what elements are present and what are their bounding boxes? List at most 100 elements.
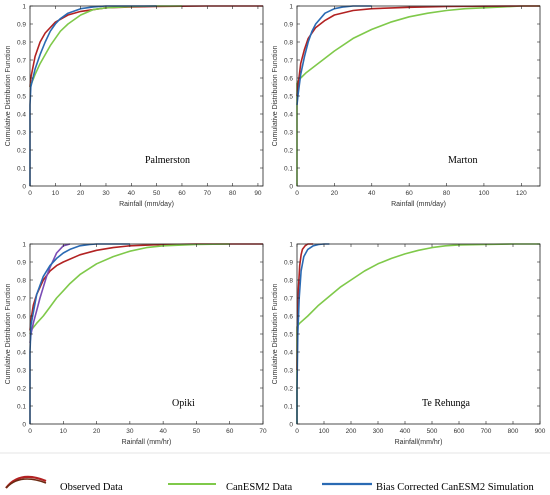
panel-te-rehunga: 0 100 200 300 400 500 600 700 800 900 0 0.1 0.2 0.3 0…: [272, 241, 546, 446]
legend-label-observed: Observed Data: [60, 482, 123, 493]
y-tick-label: 0.3: [17, 367, 26, 374]
y-tick-label: 0.6: [17, 313, 26, 320]
series-line-observed: [29, 243, 263, 331]
x-tick-label: 0: [295, 190, 299, 197]
y-tick-label: 0.2: [284, 147, 293, 154]
x-tick-label: 120: [516, 190, 527, 197]
x-tick-label: 200: [346, 428, 357, 435]
y-tick-label: 0.6: [284, 313, 293, 320]
x-tick-label: 40: [128, 190, 136, 197]
y-tick-label: 0.1: [17, 165, 26, 172]
y-tick-label: 0: [289, 421, 293, 428]
y-tick-label: 1: [22, 3, 26, 10]
x-tick-label: 20: [77, 190, 85, 197]
series-line-bias_corrected: [296, 5, 372, 106]
x-tick-label: 40: [160, 428, 168, 435]
y-tick-label: 0.6: [17, 75, 26, 82]
site-label: Opiki: [172, 398, 195, 409]
y-tick-label: 0.1: [284, 165, 293, 172]
x-tick-label: 400: [400, 428, 411, 435]
y-axis-label: Cumulative Distribution Function: [272, 46, 279, 147]
legend: Observed Data CanESM2 Data Bias Correcte…: [0, 452, 550, 493]
x-tick-label: 100: [478, 190, 489, 197]
panel-opiki: 0 10 20 30 40 50 60 70 0 0.1 0.2 0.3 0.4 0.5 0.6 0.7 0.…: [5, 241, 267, 446]
y-tick-label: 0.5: [17, 93, 26, 100]
y-tick-label: 0.9: [17, 21, 26, 28]
x-axis-label: Rainfall (mm/day): [119, 201, 174, 208]
y-axis-label: Cumulative Distribution Function: [272, 284, 279, 385]
x-tick-label: 100: [319, 428, 330, 435]
y-tick-label: 0.7: [17, 57, 26, 64]
y-tick-label: 0.1: [17, 403, 26, 410]
y-tick-label: 0.5: [284, 93, 293, 100]
legend-label-canesm2: CanESM2 Data: [226, 482, 293, 493]
y-tick-label: 0.1: [284, 403, 293, 410]
x-tick-label: 800: [508, 428, 519, 435]
legend-swatch-observed-dark: [5, 478, 47, 489]
y-tick-label: 0.2: [17, 385, 26, 392]
series-line-bias_corrected: [29, 243, 130, 424]
x-axis-label: Rainfall (mm/day): [391, 201, 446, 208]
y-tick-label: 0.3: [17, 129, 26, 136]
y-tick-label: 0.8: [284, 277, 293, 284]
x-axis-label: Rainfall (mm/hr): [122, 439, 172, 446]
y-tick-label: 0.5: [284, 331, 293, 338]
y-tick-label: 0.3: [284, 367, 293, 374]
x-tick-label: 60: [178, 190, 186, 197]
x-tick-label: 600: [454, 428, 465, 435]
y-tick-label: 0.4: [284, 111, 293, 118]
y-tick-label: 0.8: [284, 39, 293, 46]
x-tick-label: 90: [254, 190, 262, 197]
panel-palmerston: 0 10 20 30 40 50 60 70 80 90 0 0.1 0.2 0.3 0.4 0.5 0.6 0…: [5, 3, 264, 208]
x-tick-label: 60: [226, 428, 234, 435]
y-tick-label: 0: [289, 183, 293, 190]
y-tick-label: 0.3: [284, 129, 293, 136]
series-line-observed: [29, 5, 263, 88]
series-line-canesm2: [29, 5, 182, 88]
legend-item-bias-corrected: Bias Corrected CanESM2 Simulation: [322, 482, 535, 493]
y-tick-label: 1: [22, 241, 26, 248]
x-tick-label: 70: [259, 428, 267, 435]
legend-label-bias-corrected: Bias Corrected CanESM2 Simulation: [376, 482, 535, 493]
y-tick-label: 0: [22, 183, 26, 190]
series-line-observed: [296, 243, 314, 371]
y-axis-label: Cumulative Distribution Function: [5, 284, 12, 385]
x-tick-label: 10: [60, 428, 68, 435]
series-line-canesm2: [296, 243, 540, 424]
x-tick-label: 60: [406, 190, 414, 197]
y-tick-label: 1: [289, 241, 293, 248]
y-tick-label: 0.9: [17, 259, 26, 266]
series-line-canesm2: [29, 243, 230, 335]
x-tick-label: 80: [443, 190, 451, 197]
site-label: Te Rehunga: [422, 398, 470, 409]
site-label: Palmerston: [145, 155, 190, 166]
legend-item-observed: Observed Data: [5, 475, 123, 493]
y-tick-label: 0.4: [17, 349, 26, 356]
x-tick-label: 10: [52, 190, 60, 197]
x-tick-label: 50: [193, 428, 201, 435]
x-tick-label: 0: [28, 428, 32, 435]
x-tick-label: 500: [427, 428, 438, 435]
x-tick-label: 70: [204, 190, 212, 197]
y-tick-label: 0.8: [17, 277, 26, 284]
y-tick-label: 1: [289, 3, 293, 10]
y-tick-label: 0.9: [284, 259, 293, 266]
x-tick-label: 0: [295, 428, 299, 435]
y-axis-label: Cumulative Distribution Function: [5, 46, 12, 147]
panel-marton: 0 20 40 60 80 100 120 0 0.1 0.2 0.3 0.4 0.5 0.6 0.7 0.…: [272, 3, 541, 208]
y-tick-label: 0.4: [17, 111, 26, 118]
x-tick-label: 0: [28, 190, 32, 197]
site-label: Marton: [448, 155, 477, 166]
y-tick-label: 0.7: [17, 295, 26, 302]
x-tick-label: 40: [368, 190, 376, 197]
y-tick-label: 0.2: [284, 385, 293, 392]
y-tick-label: 0.9: [284, 21, 293, 28]
x-tick-label: 30: [102, 190, 110, 197]
legend-item-canesm2: CanESM2 Data: [168, 482, 293, 493]
series-line-bias_corrected: [29, 5, 157, 186]
y-tick-label: 0.6: [284, 75, 293, 82]
y-tick-label: 0.7: [284, 57, 293, 64]
x-tick-label: 30: [126, 428, 134, 435]
x-tick-label: 700: [481, 428, 492, 435]
